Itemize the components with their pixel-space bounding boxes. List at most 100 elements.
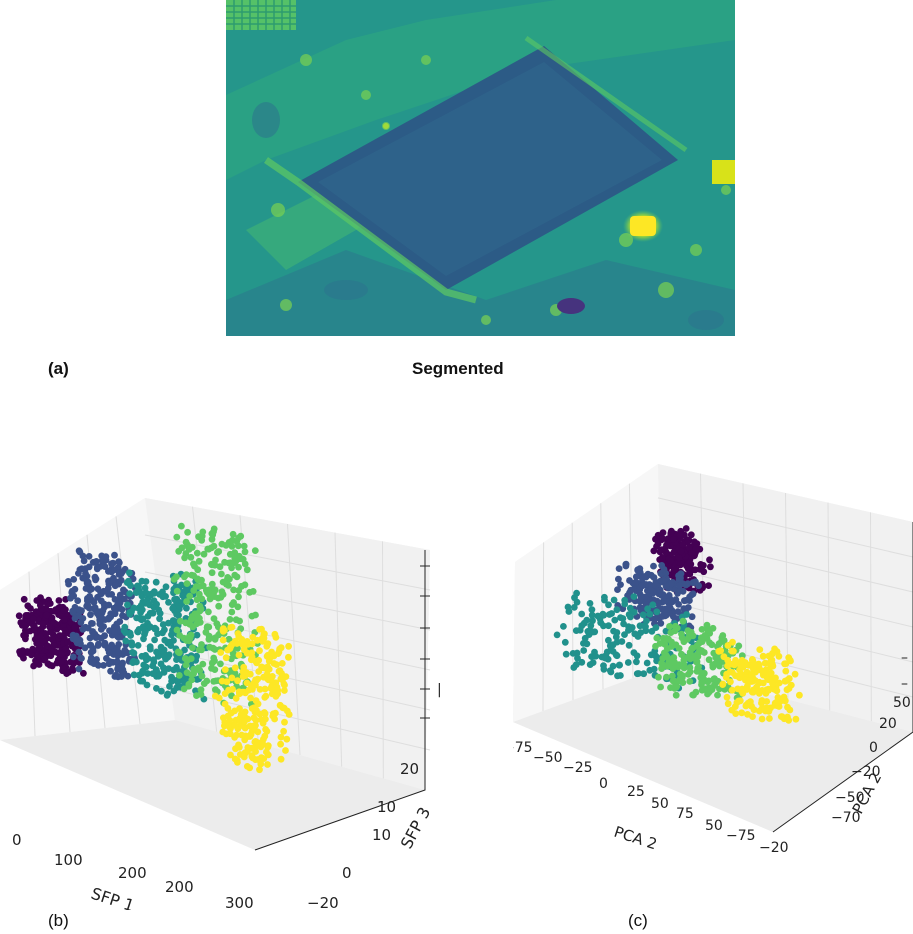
scatter-point-sfp [158, 647, 166, 654]
scatter-point-sfp [277, 675, 285, 683]
scatter-point-pca [669, 598, 676, 606]
scatter-point-sfp [281, 718, 288, 726]
scatter-point-sfp [229, 530, 237, 538]
scatter-point-sfp [60, 616, 68, 623]
segmented-title: Segmented [412, 359, 504, 378]
scatter-point-sfp [105, 601, 113, 609]
scatter-point-sfp [214, 549, 221, 556]
grid-line [542, 542, 545, 712]
scatter-point-pca [640, 670, 648, 678]
scatter-point-pca [588, 611, 596, 619]
scatter-point-sfp [168, 673, 175, 681]
scatter-point-pca [637, 629, 645, 636]
scatter-point-sfp [280, 727, 287, 735]
scatter-point-sfp [276, 645, 283, 653]
scatter-point-sfp [47, 652, 55, 660]
scatter-point-pca [781, 660, 788, 668]
scatter-point-pca [696, 668, 703, 675]
scatter-point-pca [717, 647, 724, 655]
scatter-point-pca [707, 685, 715, 692]
scatter-point-sfp [75, 648, 83, 656]
scatter-point-sfp [281, 687, 288, 694]
scatter-point-sfp [212, 634, 219, 642]
scatter-point-pca [655, 600, 662, 607]
scatter-point-pca [600, 665, 608, 673]
scatter-point-sfp [231, 554, 239, 562]
scatter-point-sfp [15, 612, 23, 620]
scatter-point-pca [633, 652, 641, 660]
scatter-point-pca [682, 596, 690, 604]
scatter-point-sfp [159, 621, 167, 628]
scatter-point-pca [584, 628, 592, 635]
scatter-point-pca [643, 617, 650, 625]
segmented-image [226, 0, 735, 336]
scatter-point-pca [610, 596, 618, 604]
scatter-point-sfp [245, 686, 253, 694]
scatter-point-sfp [220, 714, 227, 722]
pane-floor [0, 720, 425, 850]
scatter-point-pca [670, 613, 677, 620]
scatter-point-sfp [205, 635, 213, 643]
scatter-point-pca [706, 556, 713, 564]
scatter-point-sfp [176, 603, 184, 610]
scatter-point-pca [640, 573, 648, 580]
x-axis-label-b: SFP 1 [89, 884, 137, 910]
scatter-point-sfp [39, 620, 47, 627]
scatter-point-sfp [231, 549, 239, 556]
scatter-point-sfp [44, 660, 52, 668]
scatter-point-sfp [165, 619, 172, 627]
scatter-point-sfp [112, 605, 119, 613]
scatter-point-pca [758, 715, 766, 723]
scatter-point-pca [605, 622, 612, 630]
scatter-point-pca [663, 541, 670, 549]
scatter-point-sfp [113, 620, 121, 628]
scatter-point-sfp [100, 662, 107, 669]
scatter-point-sfp [130, 657, 137, 665]
scatter-point-sfp [273, 661, 280, 668]
scatter-point-sfp [36, 601, 44, 609]
scatter-point-pca [671, 658, 678, 666]
scatter-point-sfp [259, 719, 267, 727]
scatter-point-pca [777, 713, 785, 720]
scatter-point-sfp [183, 604, 190, 612]
scatter-point-sfp [106, 658, 114, 665]
scatter-point-sfp [65, 580, 72, 588]
scatter-point-pca [627, 586, 635, 594]
z-ticks-c: – – [901, 650, 908, 692]
scatter-point-sfp [82, 570, 89, 577]
scatter-point-sfp [173, 587, 181, 595]
scatter-point-pca [734, 685, 742, 693]
scatter-point-pca [766, 715, 773, 722]
scatter-point-pca [659, 529, 667, 536]
scatter-point-pca [756, 707, 763, 715]
scatter-point-sfp [217, 649, 225, 656]
scatter-point-sfp [261, 709, 268, 716]
scatter-point-sfp [140, 661, 148, 669]
scatter-point-sfp [219, 636, 227, 644]
scatter-point-pca [672, 683, 680, 691]
scatter-point-sfp [177, 617, 184, 625]
scatter-point-pca [657, 619, 665, 627]
scatter-point-sfp [182, 661, 190, 669]
scatter-point-sfp [183, 669, 191, 676]
scatter-point-pca [570, 664, 578, 671]
scatter-point-pca [609, 641, 617, 649]
scatter-point-pca [561, 638, 569, 646]
scatter-point-sfp [231, 755, 239, 763]
scatter-point-sfp [56, 632, 64, 639]
scatter-point-sfp [137, 590, 145, 597]
scatter-point-sfp [211, 657, 218, 665]
z-tick-c-0: – [901, 650, 908, 666]
scatter-point-sfp [165, 599, 172, 606]
scatter-point-pca [713, 660, 721, 668]
scatter-point-sfp [84, 601, 91, 608]
scatter-point-sfp [134, 628, 142, 636]
scatter-point-sfp [145, 600, 153, 608]
points-sfp [15, 522, 293, 774]
scatter-point-pca [680, 656, 688, 664]
scatter-point-pca [634, 567, 642, 574]
grid-line [657, 565, 913, 628]
scatter-point-pca [765, 670, 772, 677]
scatter-point-pca [573, 598, 581, 606]
scatter-point-sfp [231, 707, 239, 715]
